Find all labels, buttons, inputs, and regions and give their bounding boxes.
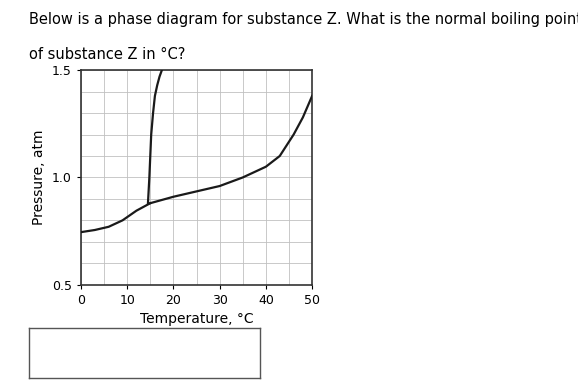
Text: of substance Z in °C?: of substance Z in °C? xyxy=(29,47,186,62)
Text: Below is a phase diagram for substance Z. What is the normal boiling point: Below is a phase diagram for substance Z… xyxy=(29,12,578,27)
Y-axis label: Pressure, atm: Pressure, atm xyxy=(32,130,46,225)
X-axis label: Temperature, °C: Temperature, °C xyxy=(140,312,253,326)
